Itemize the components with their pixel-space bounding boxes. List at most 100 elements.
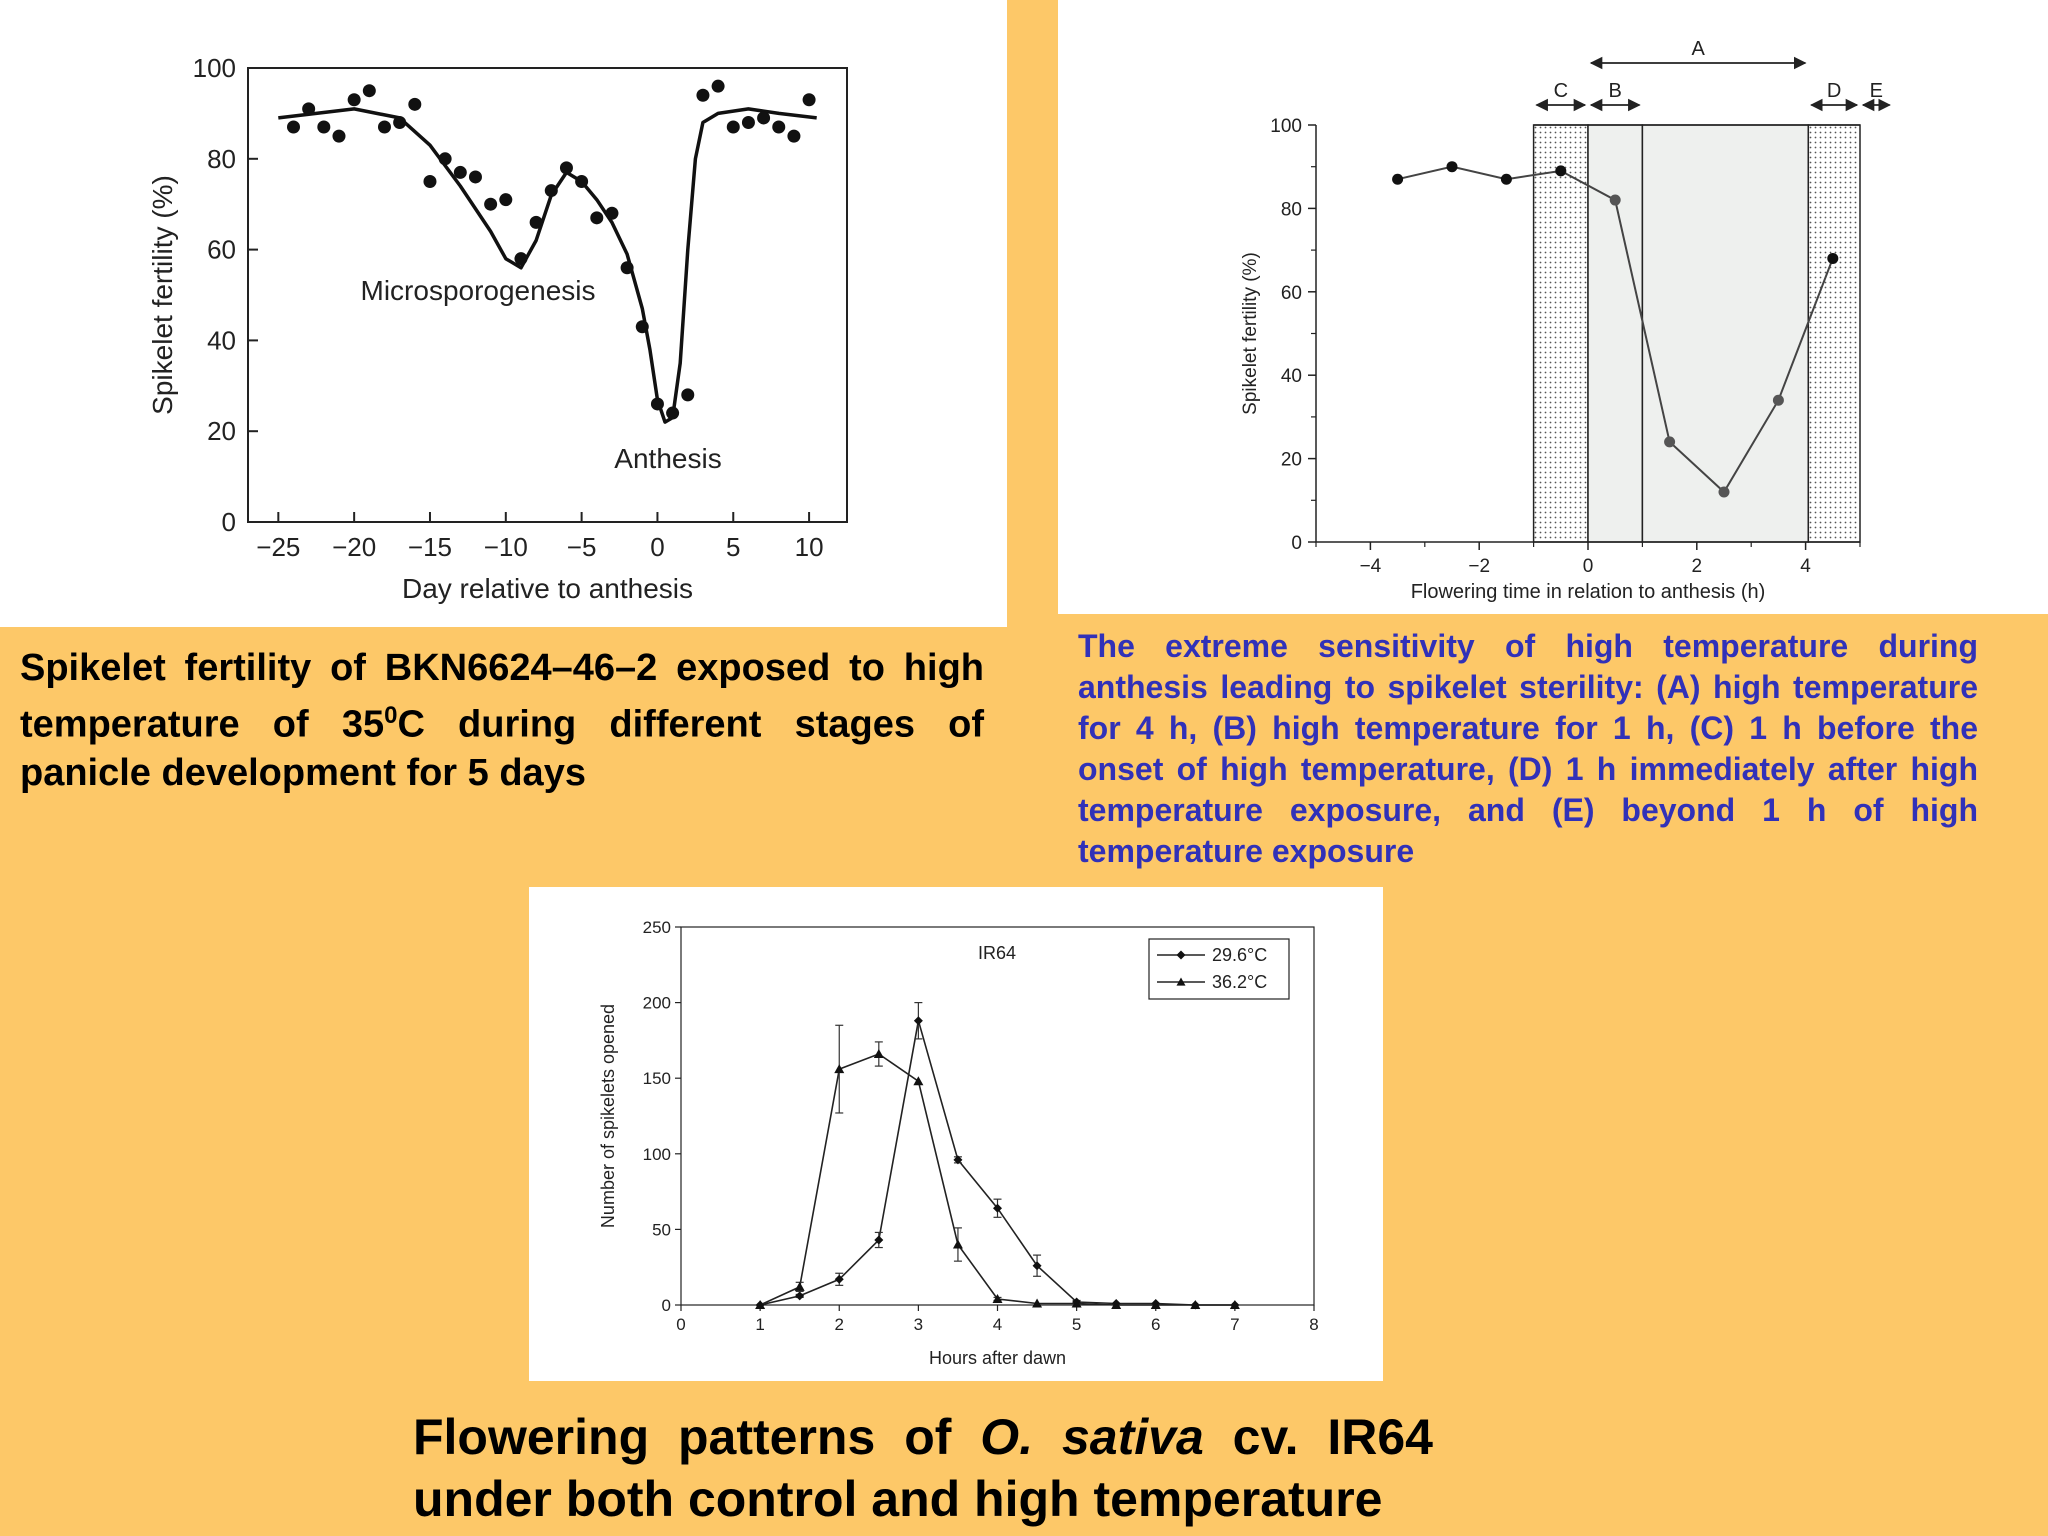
y-tick-label: 60 [1281, 283, 1302, 304]
data-point-high-temp [1032, 1298, 1043, 1308]
shaded-region [1807, 124, 1861, 543]
x-tick-label: 5 [726, 532, 740, 562]
x-tick-label: 0 [1583, 556, 1594, 577]
data-point [1500, 173, 1512, 185]
data-point [696, 88, 710, 102]
data-point [408, 97, 422, 111]
data-point [377, 120, 391, 134]
fertility-by-day-chart: 0 20 40 60 80 100 −25 −20 −15 −10 −5 0 5 10 Day relati… [147, 53, 848, 604]
x-tick-label: −15 [408, 532, 452, 562]
data-point [438, 152, 452, 166]
data-point [332, 129, 346, 143]
data-point [620, 261, 634, 275]
data-point [711, 79, 725, 93]
flowering-pattern-chart: 0 50 100 150 200 250 0 1 2 3 4 5 6 7 8 Hours after dawn… [598, 918, 1319, 1368]
y-tick-label: 250 [643, 918, 671, 937]
y-axis-label: Number of spikelets opened [598, 1004, 618, 1228]
caption-flowering-pattern: Flowering patterns of O. sativa cv. IR64… [413, 1406, 1433, 1530]
data-point [514, 252, 528, 266]
caption-3-text: Flowering patterns of [413, 1409, 981, 1465]
x-axis-label: Flowering time in relation to anthesis (… [1411, 581, 1766, 603]
legend-marker-high-temp [1176, 977, 1186, 986]
x-tick-label: 5 [1072, 1315, 1081, 1334]
data-point-control [913, 1016, 923, 1026]
flowering-pattern-panel: 0 50 100 150 200 250 0 1 2 3 4 5 6 7 8 Hours after dawn… [529, 887, 1383, 1381]
data-point [1772, 394, 1784, 406]
data-point [317, 120, 331, 134]
x-tick-label: −10 [484, 532, 528, 562]
shaded-region [1641, 124, 1810, 543]
legend-label-high-temp: 36.2°C [1212, 972, 1267, 992]
x-tick-label: 8 [1309, 1315, 1318, 1334]
data-point [347, 93, 361, 107]
data-point [726, 120, 740, 134]
y-tick-label: 0 [1291, 533, 1302, 554]
caption-1-text-end: C during different stages of panicle dev… [20, 703, 984, 794]
data-point [787, 129, 801, 143]
data-point [468, 170, 482, 184]
data-point [590, 211, 604, 225]
data-point-control [993, 1203, 1002, 1213]
shaded-region [1532, 124, 1589, 543]
y-tick-label: 100 [643, 1145, 671, 1164]
x-tick-label: 4 [993, 1315, 1002, 1334]
data-point [741, 115, 755, 129]
data-point-high-temp [1190, 1300, 1201, 1309]
y-tick-label: 80 [207, 144, 236, 174]
data-point-high-temp [1071, 1298, 1082, 1308]
fertility-by-hour-panel: 0 20 40 60 80 100 −4 −2 0 2 4 Flowering time in rel… [1058, 0, 2048, 614]
data-point [393, 115, 407, 129]
data-point [605, 206, 619, 220]
data-point [559, 161, 573, 175]
y-tick-label: 0 [222, 507, 236, 537]
x-tick-label: 6 [1151, 1315, 1160, 1334]
data-point [1718, 486, 1730, 498]
data-point [499, 193, 513, 207]
data-point-high-temp [1150, 1300, 1161, 1309]
region-label-a: A [1691, 38, 1705, 60]
x-tick-label: 10 [795, 532, 824, 562]
data-point-high-temp [952, 1239, 963, 1249]
data-point [757, 111, 771, 125]
x-axis-label: Hours after dawn [929, 1348, 1066, 1368]
x-tick-label: −20 [332, 532, 376, 562]
caption-fertility-by-day: Spikelet fertility of BKN6624–46–2 expos… [20, 644, 984, 797]
data-point [1609, 194, 1621, 206]
caption-1-text: Spikelet fertility of BKN6624–46–2 expos… [20, 647, 984, 746]
data-point-high-temp [755, 1300, 766, 1309]
x-tick-label: 7 [1230, 1315, 1239, 1334]
fitted-curve [278, 107, 817, 424]
data-point [302, 102, 316, 116]
caption-3-text-end: cv. IR64 under both control and high tem… [413, 1409, 1433, 1527]
data-point [453, 165, 467, 179]
data-point [544, 184, 558, 198]
data-point [681, 388, 695, 402]
x-tick-label: −25 [256, 532, 300, 562]
data-point [635, 320, 649, 334]
data-point-control [834, 1274, 844, 1284]
data-point [1664, 436, 1676, 448]
x-axis-label: Day relative to anthesis [402, 573, 693, 604]
data-point-high-temp [834, 1064, 845, 1074]
legend-box [1148, 938, 1290, 1000]
data-point [666, 406, 680, 420]
y-tick-label: 150 [643, 1069, 671, 1088]
data-point-control [1032, 1261, 1042, 1271]
data-point [1392, 173, 1404, 185]
x-tick-label: −4 [1360, 556, 1382, 577]
series-line-high-temp [759, 1053, 1235, 1306]
data-point [1446, 161, 1458, 173]
y-tick-label: 80 [1281, 199, 1302, 220]
y-tick-label: 0 [662, 1296, 671, 1315]
legend-marker-control [1176, 950, 1186, 960]
y-tick-label: 50 [652, 1220, 671, 1239]
y-axis-label: Spikelet fertility (%) [1240, 252, 1261, 415]
data-point [802, 93, 816, 107]
data-point [575, 175, 589, 188]
region-label-b: B [1609, 80, 1622, 102]
data-point [772, 120, 786, 134]
x-tick-label: 4 [1800, 556, 1811, 577]
data-point [362, 84, 376, 98]
x-tick-label: 0 [650, 532, 664, 562]
legend-label-control: 29.6°C [1212, 945, 1267, 965]
